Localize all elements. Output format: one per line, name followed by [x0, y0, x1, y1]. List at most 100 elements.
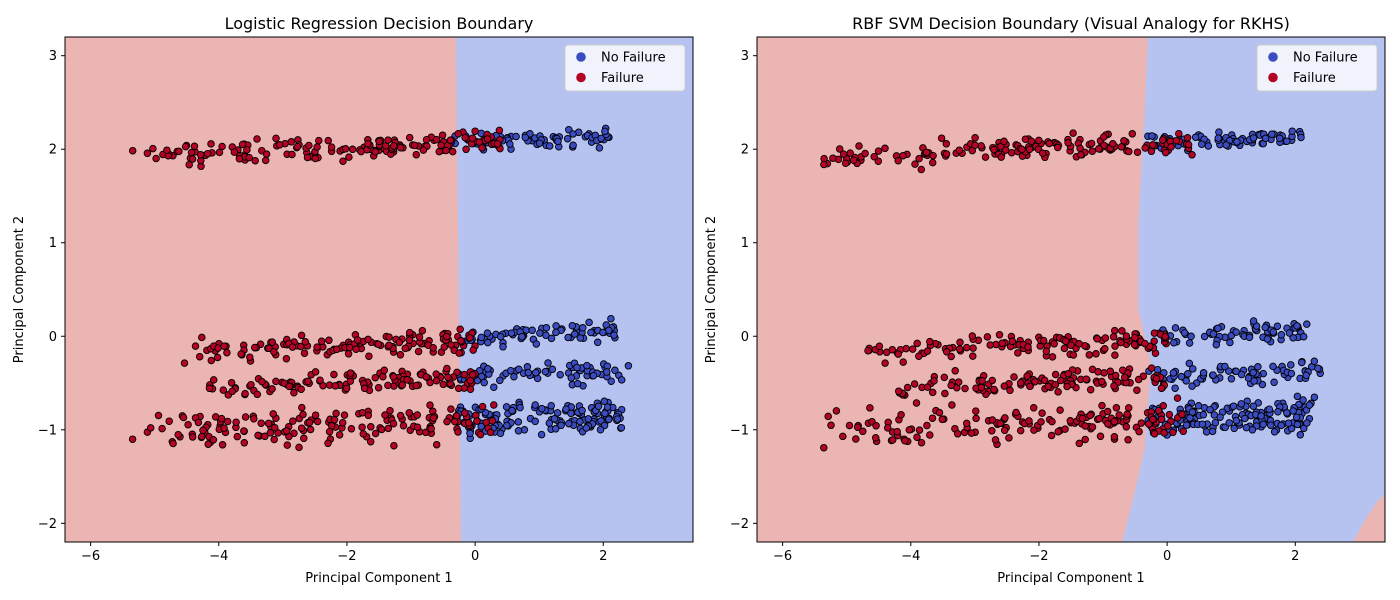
- data-point: [238, 140, 247, 149]
- data-point: [158, 424, 166, 433]
- data-point: [1232, 367, 1240, 376]
- data-point: [389, 142, 398, 150]
- data-point: [454, 384, 463, 393]
- data-point: [926, 431, 934, 439]
- data-point: [395, 338, 404, 347]
- data-point: [461, 409, 469, 417]
- data-point: [1200, 332, 1209, 341]
- data-point: [311, 154, 320, 163]
- data-point: [1177, 372, 1186, 381]
- data-point: [462, 145, 470, 154]
- x-tick-label: 2: [599, 549, 607, 564]
- data-point: [396, 411, 405, 420]
- data-point: [1263, 335, 1272, 343]
- data-point: [576, 334, 585, 342]
- data-point: [1076, 144, 1084, 153]
- series-no-failure: [1144, 127, 1324, 439]
- data-point: [1179, 427, 1188, 436]
- data-point: [607, 377, 615, 385]
- data-point: [624, 362, 633, 370]
- data-point: [1131, 333, 1139, 342]
- data-point: [996, 419, 1005, 428]
- data-point: [929, 151, 937, 160]
- data-point: [910, 380, 919, 388]
- data-point: [1305, 401, 1314, 409]
- data-point: [1117, 338, 1125, 347]
- data-point: [1237, 370, 1246, 379]
- data-point: [1047, 431, 1056, 440]
- data-point: [1037, 418, 1045, 426]
- plot-area: [757, 37, 1385, 542]
- data-point: [961, 384, 969, 393]
- data-point: [251, 343, 259, 352]
- data-point: [988, 376, 997, 385]
- data-point: [1170, 338, 1178, 347]
- data-point: [1270, 378, 1278, 387]
- data-point: [233, 432, 242, 441]
- data-point: [535, 139, 544, 147]
- data-point: [547, 401, 555, 410]
- data-point: [977, 383, 986, 392]
- data-point: [908, 345, 917, 353]
- data-point: [313, 143, 321, 151]
- data-point: [942, 150, 951, 158]
- data-point: [429, 344, 437, 352]
- data-point: [923, 421, 931, 430]
- data-point: [601, 409, 609, 418]
- data-point: [379, 372, 387, 381]
- x-tick-label: 2: [1291, 549, 1299, 564]
- data-point: [894, 350, 902, 358]
- data-point: [1310, 393, 1319, 401]
- data-point: [1141, 144, 1149, 152]
- data-point: [1103, 407, 1112, 416]
- data-point: [1221, 362, 1229, 371]
- data-point: [217, 414, 226, 423]
- region-failure: [757, 37, 1152, 542]
- data-point: [241, 389, 249, 398]
- data-point: [1075, 340, 1083, 348]
- data-point: [195, 352, 204, 361]
- data-point: [603, 403, 612, 411]
- data-point: [398, 381, 407, 389]
- data-point: [1124, 404, 1133, 412]
- data-point: [871, 434, 880, 442]
- data-point: [1000, 426, 1009, 435]
- data-point: [508, 406, 516, 415]
- data-point: [1133, 386, 1141, 394]
- data-point: [1214, 134, 1223, 142]
- data-point: [1270, 428, 1279, 436]
- legend-label: No Failure: [1293, 51, 1358, 66]
- data-point: [951, 367, 959, 375]
- data-point: [455, 349, 463, 357]
- data-point: [443, 332, 451, 341]
- data-point: [901, 436, 909, 445]
- data-point: [432, 135, 441, 144]
- data-point: [365, 352, 373, 360]
- data-point: [1167, 143, 1175, 151]
- data-point: [1299, 396, 1307, 404]
- data-point: [923, 347, 932, 355]
- data-point: [410, 141, 419, 150]
- data-point: [1269, 362, 1277, 371]
- data-point: [1159, 402, 1168, 410]
- data-point: [1056, 376, 1065, 385]
- data-point: [1109, 140, 1117, 148]
- data-point: [956, 338, 964, 347]
- data-point: [353, 336, 362, 344]
- data-point: [971, 134, 979, 142]
- data-point: [405, 336, 414, 344]
- data-point: [338, 418, 347, 427]
- data-point: [1277, 421, 1285, 430]
- data-point: [1185, 359, 1194, 368]
- data-point: [1002, 146, 1010, 154]
- data-point: [1100, 141, 1108, 150]
- legend-box: [564, 44, 686, 92]
- data-point: [347, 425, 356, 433]
- data-point: [554, 137, 562, 146]
- y-tick-label: 3: [49, 49, 57, 64]
- data-point: [1092, 350, 1100, 358]
- y-tick-label: 2: [49, 143, 57, 158]
- data-point: [1261, 323, 1269, 332]
- data-point: [1064, 139, 1072, 147]
- data-point: [253, 390, 262, 399]
